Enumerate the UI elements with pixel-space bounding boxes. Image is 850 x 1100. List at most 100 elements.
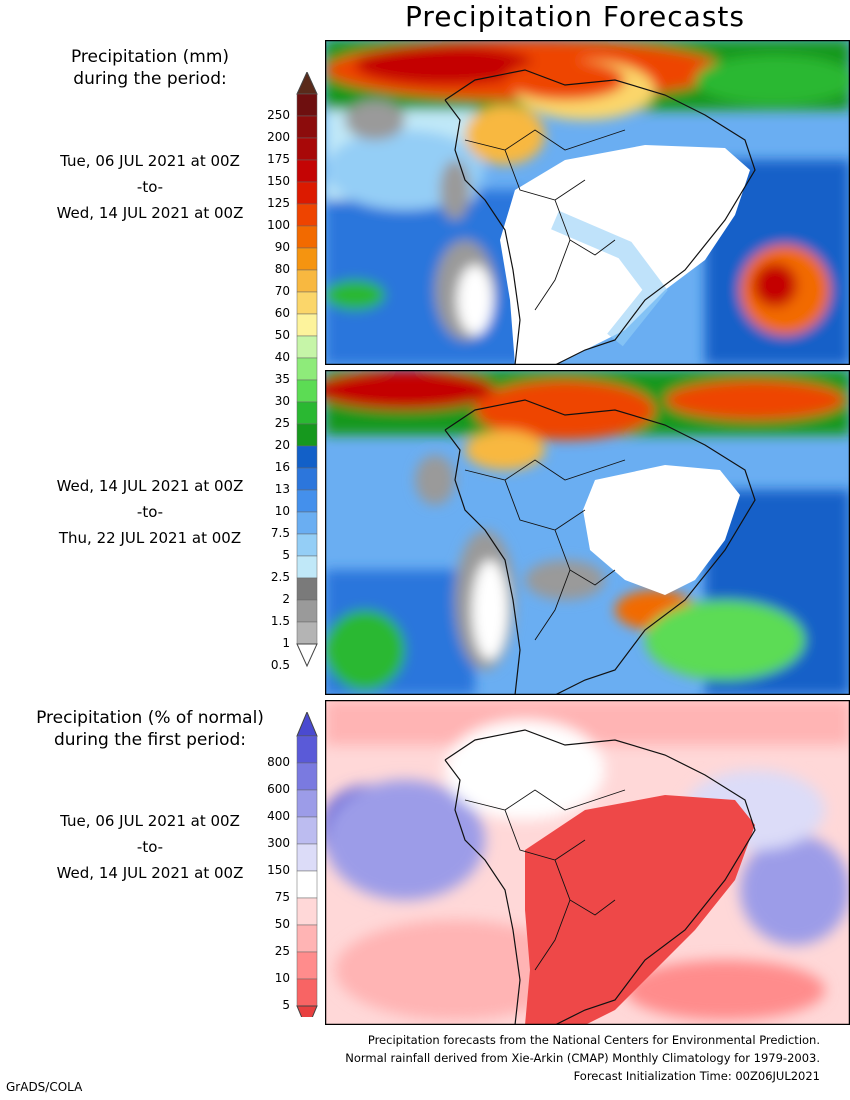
colorbar-tick-label: 10 [274,504,290,518]
colorbar-segment [296,789,318,818]
colorbar-segment [296,335,318,359]
period3-start: Tue, 06 JUL 2021 at 00Z [60,812,240,830]
period2-sep: -to- [136,503,164,521]
period1-label: Tue, 06 JUL 2021 at 00Z -to- Wed, 14 JUL… [0,148,300,226]
colorbar-tick-label: 2 [282,592,290,606]
colorbar-tick-label: 125 [267,196,290,210]
colorbar-tick-label: 13 [274,482,290,496]
colorbar-tick-label: 1.5 [270,614,290,628]
precip-map-period2 [325,370,850,695]
colorbar-segment [296,621,318,645]
colorbar-segment [296,897,318,926]
colorbar-segment [296,115,318,139]
mm-legend-header-line1: Precipitation (mm) [70,47,230,67]
period2-end: Thu, 22 JUL 2021 at 00Z [58,529,242,547]
colorbar-tick-label: 150 [267,863,290,877]
colorbar-tick-label: 50 [274,328,290,342]
pct-colorbar [296,712,318,1017]
precip-map-period1 [325,40,850,365]
colorbar-tick-label: 40 [274,350,290,364]
colorbar-tick-label: 600 [267,782,290,796]
period3-label: Tue, 06 JUL 2021 at 00Z -to- Wed, 14 JUL… [0,808,300,886]
colorbar-tick-label: 5 [282,548,290,562]
period3-end: Wed, 14 JUL 2021 at 00Z [56,864,244,882]
colorbar-segment [296,735,318,764]
colorbar-segment [296,137,318,161]
colorbar-segment [296,225,318,249]
colorbar-segment [296,467,318,491]
colorbar-segment [296,313,318,337]
colorbar-segment [296,555,318,579]
colorbar-segment [296,870,318,899]
colorbar-segment [296,159,318,183]
colorbar-tick-label: 150 [267,174,290,188]
footer-line2: Normal rainfall derived from Xie-Arkin (… [345,1051,820,1065]
footer-notes: Precipitation forecasts from the Nationa… [120,1031,820,1085]
colorbar-segment [296,379,318,403]
colorbar-tick-label: 35 [274,372,290,386]
colorbar-tick-label: 25 [274,416,290,430]
colorbar-segment [296,511,318,535]
colorbar-segment [296,816,318,845]
pct-legend-header-line2: during the first period: [53,730,247,750]
colorbar-segment [296,93,318,117]
colorbar-segment [296,269,318,293]
mm-colorbar [296,72,318,668]
colorbar-bottom-arrow [296,643,318,668]
colorbar-segment [296,533,318,557]
pct-legend-header: Precipitation (% of normal) during the f… [10,707,290,751]
colorbar-segment [296,924,318,953]
colorbar-segment [296,577,318,601]
colorbar-tick-label: 800 [267,755,290,769]
colorbar-tick-label: 2.5 [270,570,290,584]
period1-sep: -to- [136,178,164,196]
colorbar-tick-label: 0.5 [270,658,290,672]
colorbar-segment [296,357,318,381]
colorbar-tick-label: 200 [267,130,290,144]
colorbar-bottom-arrow [296,1005,318,1017]
pct-legend-header-line1: Precipitation (% of normal) [36,708,264,728]
colorbar-segment [296,445,318,469]
colorbar-tick-label: 250 [267,108,290,122]
colorbar-tick-label: 50 [274,917,290,931]
colorbar-tick-label: 5 [282,998,290,1012]
period3-sep: -to- [136,838,164,856]
colorbar-tick-label: 175 [267,152,290,166]
colorbar-segment [296,951,318,980]
colorbar-tick-label: 16 [274,460,290,474]
period2-label: Wed, 14 JUL 2021 at 00Z -to- Thu, 22 JUL… [0,473,300,551]
colorbar-tick-label: 100 [267,218,290,232]
colorbar-tick-label: 60 [274,306,290,320]
colorbar-segment [296,762,318,791]
colorbar-segment [296,978,318,1007]
colorbar-top-arrow [296,72,318,95]
colorbar-segment [296,423,318,447]
colorbar-tick-label: 70 [274,284,290,298]
period1-start: Tue, 06 JUL 2021 at 00Z [60,152,240,170]
colorbar-tick-label: 20 [274,438,290,452]
colorbar-segment [296,203,318,227]
colorbar-top-arrow [296,712,318,737]
colorbar-segment [296,489,318,513]
colorbar-segment [296,843,318,872]
colorbar-segment [296,291,318,315]
colorbar-tick-label: 25 [274,944,290,958]
colorbar-tick-label: 80 [274,262,290,276]
precip-percent-normal-map [325,700,850,1025]
colorbar-segment [296,401,318,425]
colorbar-segment [296,599,318,623]
footer-line1: Precipitation forecasts from the Nationa… [367,1033,820,1047]
page-title: Precipitation Forecasts [405,0,745,33]
footer-line3: Forecast Initialization Time: 00Z06JUL20… [573,1069,820,1083]
colorbar-tick-label: 1 [282,636,290,650]
mm-legend-header-line2: during the period: [73,69,227,89]
colorbar-tick-label: 400 [267,809,290,823]
colorbar-tick-label: 90 [274,240,290,254]
period2-start: Wed, 14 JUL 2021 at 00Z [56,477,244,495]
colorbar-tick-label: 75 [274,890,290,904]
colorbar-segment [296,247,318,271]
mm-legend-header: Precipitation (mm) during the period: [0,46,300,90]
colorbar-tick-label: 7.5 [270,526,290,540]
colorbar-tick-label: 10 [274,971,290,985]
period1-end: Wed, 14 JUL 2021 at 00Z [56,204,244,222]
